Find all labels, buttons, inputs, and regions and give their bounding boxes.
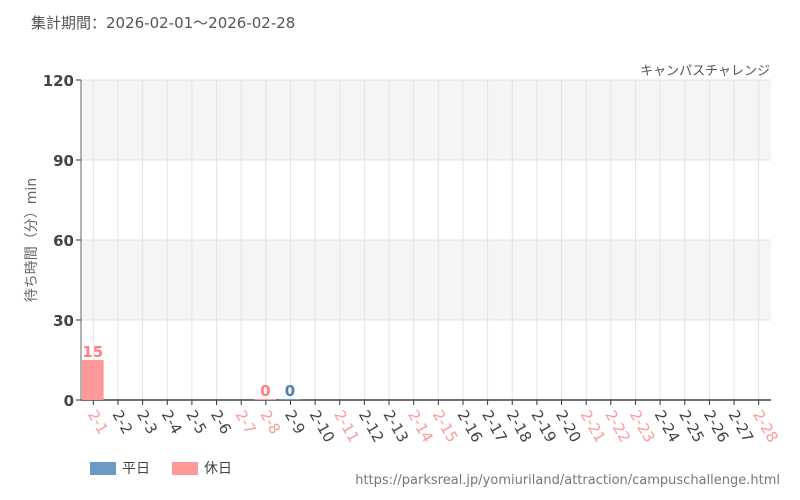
x-tick-label: 2-25 bbox=[675, 407, 708, 445]
data-label: 15 bbox=[82, 343, 103, 361]
x-tick-label: 2-26 bbox=[700, 407, 733, 445]
legend: 平日 休日 bbox=[90, 458, 232, 478]
x-tick-label: 2-10 bbox=[306, 407, 339, 445]
x-tick-label: 2-22 bbox=[601, 407, 634, 445]
bar-2-1 bbox=[82, 360, 104, 400]
x-tick-label: 2-1 bbox=[84, 407, 112, 437]
data-label: 0 bbox=[285, 382, 295, 400]
x-tick-label: 2-14 bbox=[404, 407, 437, 445]
bar-2-9 bbox=[279, 399, 301, 400]
x-tick-label: 2-18 bbox=[503, 407, 536, 445]
x-tick-label: 2-6 bbox=[207, 407, 235, 437]
legend-weekday[interactable]: 平日 bbox=[90, 458, 150, 478]
x-tick-label: 2-21 bbox=[577, 407, 610, 445]
x-tick-label: 2-11 bbox=[330, 407, 363, 445]
x-tick-label: 2-23 bbox=[626, 407, 659, 445]
x-tick-label: 2-4 bbox=[158, 407, 186, 437]
x-tick-label: 2-3 bbox=[133, 407, 161, 437]
y-tick-label: 0 bbox=[64, 392, 74, 410]
x-tick-label: 2-9 bbox=[281, 407, 309, 437]
y-axis-label: 待ち時間（分）min bbox=[24, 178, 40, 302]
x-tick-label: 2-19 bbox=[527, 407, 560, 445]
source-url: https://parksreal.jp/yomiuriland/attract… bbox=[355, 473, 780, 488]
x-tick-label: 2-13 bbox=[380, 407, 413, 445]
y-tick-label: 120 bbox=[43, 72, 74, 90]
legend-holiday-label: 休日 bbox=[204, 461, 232, 477]
x-tick-label: 2-15 bbox=[429, 407, 462, 445]
x-tick-label: 2-28 bbox=[749, 407, 782, 445]
x-tick-label: 2-27 bbox=[725, 407, 758, 445]
x-tick-label: 2-16 bbox=[454, 407, 487, 445]
grid-band bbox=[81, 240, 771, 320]
x-tick-label: 2-24 bbox=[651, 407, 684, 445]
x-tick-label: 2-20 bbox=[552, 407, 585, 445]
data-label: 0 bbox=[260, 382, 270, 400]
legend-holiday[interactable]: 休日 bbox=[172, 458, 232, 478]
holiday-swatch bbox=[172, 461, 198, 475]
y-tick-label: 30 bbox=[53, 312, 74, 330]
x-tick-label: 2-2 bbox=[109, 407, 137, 437]
attraction-name: キャンパスチャレンジ bbox=[640, 64, 770, 79]
legend-weekday-label: 平日 bbox=[122, 461, 150, 477]
y-tick-label: 60 bbox=[53, 232, 74, 250]
weekday-swatch bbox=[90, 461, 116, 475]
grid-band bbox=[81, 80, 771, 160]
x-tick-label: 2-5 bbox=[182, 407, 210, 437]
x-tick-label: 2-8 bbox=[256, 407, 284, 437]
x-tick-label: 2-7 bbox=[232, 407, 260, 437]
x-tick-label: 2-12 bbox=[355, 407, 388, 445]
bar-2-8 bbox=[254, 399, 277, 400]
y-tick-label: 90 bbox=[53, 152, 74, 170]
period-label: 集計期間：2026-02-01～2026-02-28 bbox=[31, 14, 296, 32]
x-tick-label: 2-17 bbox=[478, 407, 511, 445]
